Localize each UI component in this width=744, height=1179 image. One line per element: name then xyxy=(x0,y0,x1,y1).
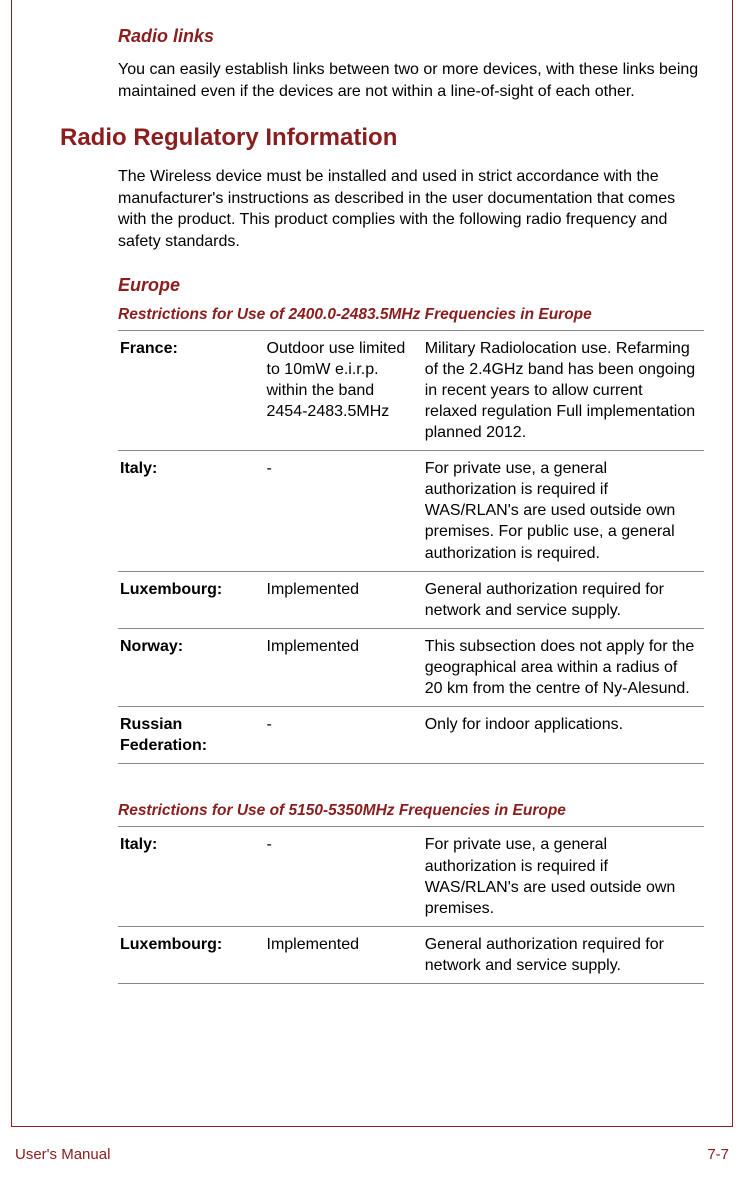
cell-note: Military Radiolocation use. Refarming of… xyxy=(423,330,704,451)
page-frame: Radio links You can easily establish lin… xyxy=(11,0,733,1127)
heading-regulatory: Radio Regulatory Information xyxy=(60,124,704,152)
cell-status: Implemented xyxy=(265,926,423,983)
table-restrictions-2400: France: Outdoor use limited to 10mW e.i.… xyxy=(118,330,704,765)
page-footer: User's Manual 7-7 xyxy=(11,1146,733,1163)
heading-radio-links: Radio links xyxy=(118,26,704,47)
cell-status: - xyxy=(265,707,423,764)
heading-restrictions-2400: Restrictions for Use of 2400.0-2483.5MHz… xyxy=(118,306,704,324)
table-row: Luxembourg: Implemented General authoriz… xyxy=(118,926,704,983)
paragraph-regulatory: The Wireless device must be installed an… xyxy=(118,166,704,252)
table-row: Norway: Implemented This subsection does… xyxy=(118,628,704,706)
table-row: Italy: - For private use, a general auth… xyxy=(118,451,704,572)
cell-note: General authorization required for netwo… xyxy=(423,571,704,628)
cell-country: Luxembourg: xyxy=(118,926,265,983)
paragraph-radio-links: You can easily establish links between t… xyxy=(118,59,704,102)
cell-note: For private use, a general authorization… xyxy=(423,451,704,572)
cell-country: Norway: xyxy=(118,628,265,706)
table-row: Russian Federation: - Only for indoor ap… xyxy=(118,707,704,764)
table-row: Italy: - For private use, a general auth… xyxy=(118,827,704,926)
cell-country: Italy: xyxy=(118,827,265,926)
cell-note: General authorization required for netwo… xyxy=(423,926,704,983)
footer-left: User's Manual xyxy=(15,1146,110,1163)
cell-country: France: xyxy=(118,330,265,451)
cell-status: - xyxy=(265,827,423,926)
cell-status: Implemented xyxy=(265,571,423,628)
table-restrictions-5150: Italy: - For private use, a general auth… xyxy=(118,826,704,984)
page-content: Radio links You can easily establish lin… xyxy=(36,26,708,984)
cell-note: For private use, a general authorization… xyxy=(423,827,704,926)
cell-status: Outdoor use limited to 10mW e.i.r.p. wit… xyxy=(265,330,423,451)
table-row: France: Outdoor use limited to 10mW e.i.… xyxy=(118,330,704,451)
cell-country: Russian Federation: xyxy=(118,707,265,764)
cell-country: Italy: xyxy=(118,451,265,572)
heading-europe: Europe xyxy=(118,275,704,296)
heading-restrictions-5150: Restrictions for Use of 5150-5350MHz Fre… xyxy=(118,802,704,820)
cell-status: Implemented xyxy=(265,628,423,706)
cell-country: Luxembourg: xyxy=(118,571,265,628)
footer-right: 7-7 xyxy=(707,1146,729,1163)
table-row: Luxembourg: Implemented General authoriz… xyxy=(118,571,704,628)
cell-note: Only for indoor applications. xyxy=(423,707,704,764)
cell-note: This subsection does not apply for the g… xyxy=(423,628,704,706)
cell-status: - xyxy=(265,451,423,572)
